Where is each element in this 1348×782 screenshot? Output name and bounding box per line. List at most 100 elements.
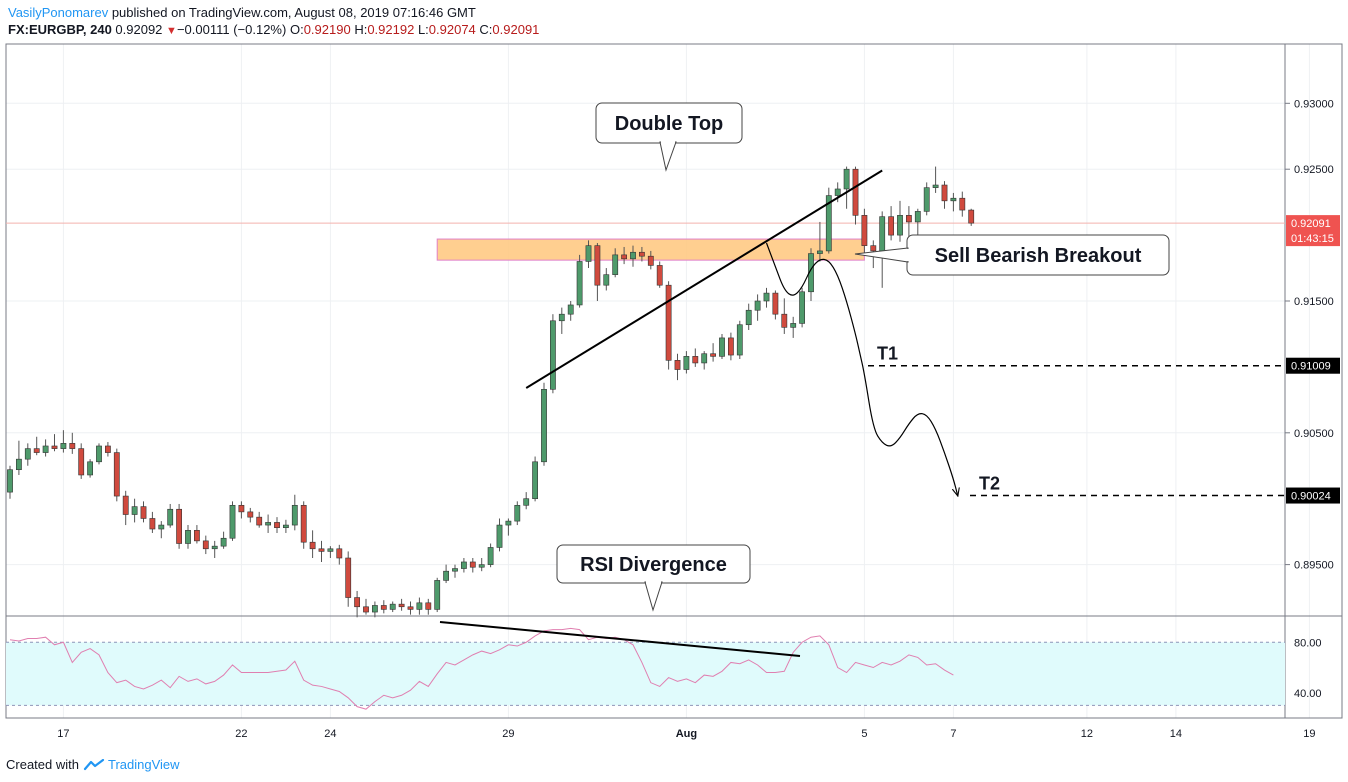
candle [736, 320, 743, 359]
candle-body-down [194, 530, 200, 542]
candle [7, 465, 13, 499]
candle-body-down [318, 548, 325, 552]
candle-body-down [238, 504, 245, 513]
rsi-divergence-callout-text: RSI Divergence [580, 554, 727, 576]
candle-body-down [621, 254, 627, 260]
candle [585, 240, 592, 269]
candle-body-up [220, 537, 227, 547]
open-value: 0.92190 [303, 22, 351, 37]
candle-body-up [24, 448, 31, 460]
ohlc-legend: FX:EURGBP, 240 0.92092 ▼−0.00111 (−0.12%… [8, 22, 539, 37]
candle [247, 507, 254, 523]
candle-body-down [149, 518, 156, 530]
candle [683, 351, 690, 374]
candle [630, 245, 636, 267]
candle [96, 443, 102, 465]
candle [282, 519, 289, 533]
candle-body-up [549, 320, 556, 390]
last-price-badge-value: 0.92091 [1291, 218, 1331, 230]
candle [505, 518, 512, 536]
countdown-label: 01:43:15 [1291, 233, 1334, 245]
candle [514, 501, 521, 526]
candle [861, 208, 868, 255]
candle-body-up [185, 530, 191, 544]
candle [950, 192, 957, 212]
candle [363, 598, 369, 615]
candle-body-up [42, 445, 49, 453]
time-tick-label: 24 [324, 728, 336, 740]
author-link[interactable]: VasilyPonomarev [8, 5, 109, 20]
candle-body-down [469, 561, 476, 568]
candle [541, 382, 547, 466]
candle [149, 511, 156, 533]
candle-body-up [87, 461, 93, 476]
target-label: T1 [877, 344, 898, 364]
candle [567, 301, 574, 321]
price-tick-label: 0.91500 [1294, 296, 1334, 308]
candle [140, 501, 147, 523]
breakout-callout-text: Sell Bearish Breakout [935, 245, 1142, 267]
rsi-tick-label: 80.00 [1294, 637, 1322, 649]
candle-body-down [772, 292, 779, 315]
candle-body-down [647, 255, 654, 266]
candle [265, 514, 271, 533]
candle-body-down [345, 557, 352, 598]
candle [380, 600, 387, 614]
candle [665, 281, 672, 370]
candle [745, 303, 752, 330]
candle [674, 353, 681, 381]
candle [710, 343, 716, 362]
candle [113, 448, 120, 502]
grid-lines [6, 44, 1310, 718]
candle [416, 597, 423, 615]
target-price-badge [1286, 357, 1340, 374]
rsi-pane [6, 627, 1285, 710]
candle [799, 287, 805, 328]
candle [469, 558, 476, 573]
candle-body-up [505, 520, 512, 526]
candle [389, 601, 396, 613]
candle-body-up [434, 580, 441, 610]
rsi-divergence-callout: RSI Divergence [556, 544, 751, 612]
candle-body-up [460, 561, 467, 569]
candle-body-down [33, 448, 40, 453]
tradingview-link[interactable]: TradingView [83, 757, 180, 772]
candle [327, 546, 334, 559]
target-label: T2 [979, 474, 1000, 494]
price-change: −0.00111 (−0.12%) [176, 22, 287, 37]
candle-body-down [665, 284, 672, 361]
candle-body-down [968, 209, 975, 224]
candle [15, 440, 22, 475]
candle-body-up [745, 309, 752, 326]
candle-body-up [799, 291, 805, 324]
low-value: 0.92074 [428, 22, 476, 37]
candle [158, 521, 165, 539]
rsi-divergence-callout-tail [644, 581, 663, 612]
rsi-band [6, 642, 1285, 706]
candle-body-down [247, 511, 254, 518]
candle-body-down [380, 605, 387, 610]
candle [825, 187, 832, 254]
candle [371, 601, 378, 618]
candle [78, 443, 85, 479]
time-tick-label: 22 [235, 728, 247, 740]
candle-body-up [923, 187, 930, 212]
candle [656, 261, 663, 288]
time-tick-label: 12 [1081, 728, 1093, 740]
candle [941, 181, 948, 209]
candle [105, 442, 111, 457]
candle [443, 564, 449, 584]
candle-body-up [478, 564, 485, 568]
double-top-callout: Double Top [595, 102, 743, 172]
candle [336, 544, 343, 565]
candle-body-up [265, 522, 271, 526]
candle-body-up [879, 216, 886, 252]
candle-body-down [256, 516, 263, 526]
candle [33, 436, 40, 456]
candle-body-down [870, 245, 877, 252]
candle-body-down [638, 251, 645, 257]
candle [879, 211, 886, 288]
candle-body-up [701, 353, 708, 364]
candle [176, 503, 182, 549]
